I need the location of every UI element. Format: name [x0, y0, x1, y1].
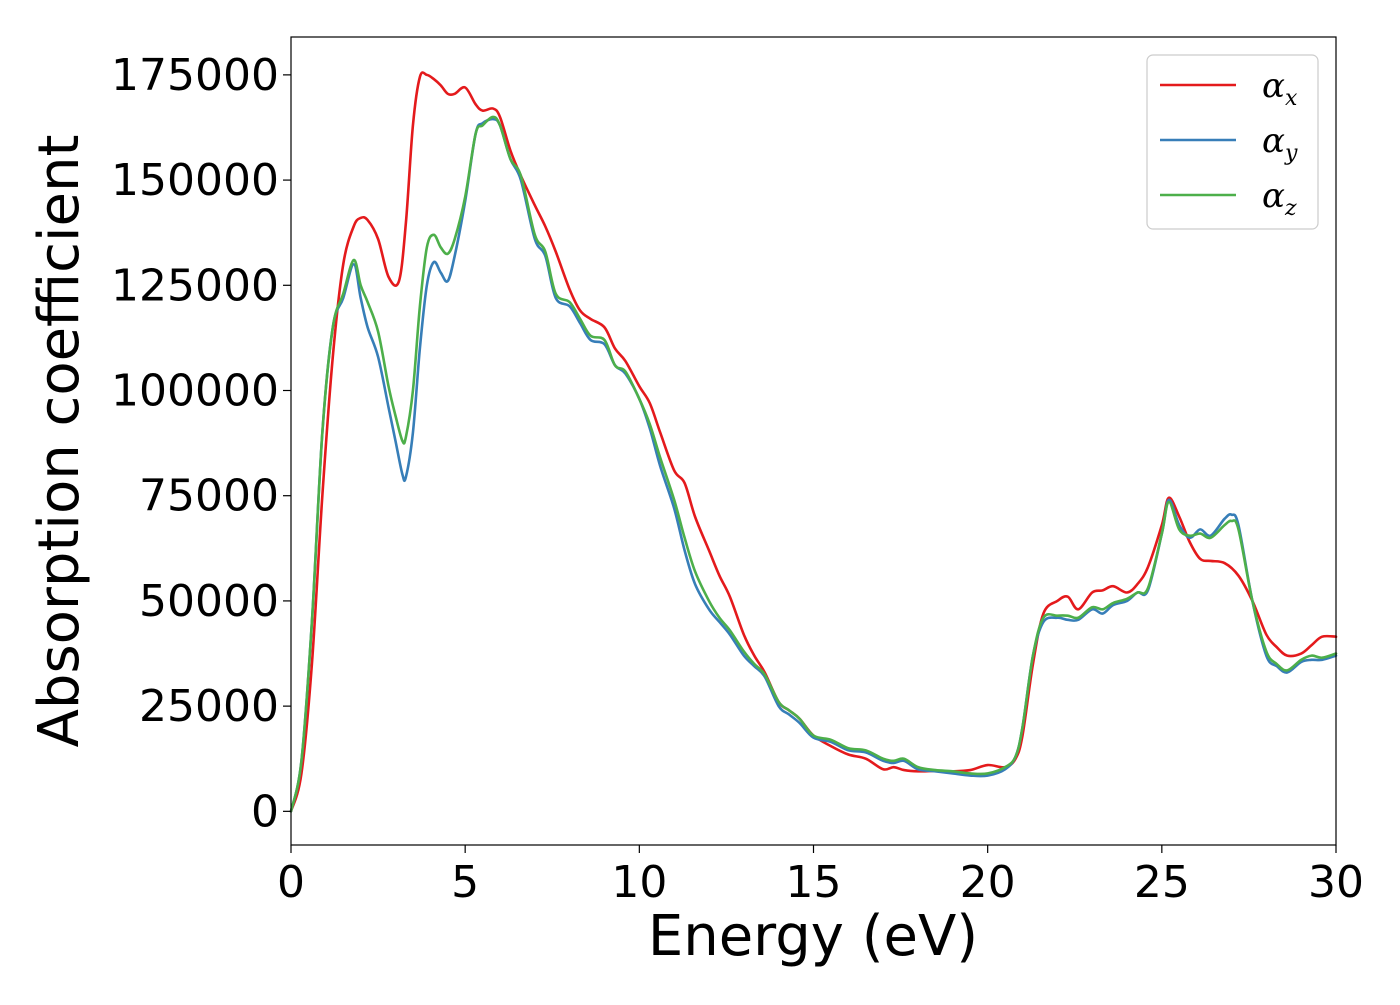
y-tick-label: 50000 [139, 576, 279, 627]
x-tick-label: 15 [786, 857, 842, 908]
legend: αx αy αz [1146, 54, 1319, 230]
x-axis-ticks: 0 5 10 15 20 25 30 [277, 845, 1364, 908]
series-layer [289, 71, 1338, 813]
y-tick-label: 25000 [139, 681, 279, 732]
x-tick-label: 0 [277, 857, 305, 908]
y-axis-title: Absorption coefficient [27, 135, 92, 748]
x-tick-label: 10 [611, 857, 667, 908]
y-tick-label: 150000 [111, 155, 279, 206]
y-tick-label: 0 [251, 786, 279, 837]
legend-box [1146, 54, 1319, 230]
y-tick-label: 100000 [111, 366, 279, 417]
x-tick-label: 20 [960, 857, 1016, 908]
x-axis-title: Energy (eV) [648, 904, 978, 969]
series-line-z [289, 115, 1338, 813]
y-tick-label: 175000 [111, 50, 279, 101]
y-tick-label: 75000 [139, 471, 279, 522]
y-axis-ticks: 0 25000 50000 75000 100000 125000 150000 175000 [111, 50, 291, 837]
x-tick-label: 30 [1308, 857, 1364, 908]
legend-label-z: αz [1262, 176, 1297, 221]
x-tick-label: 5 [451, 857, 479, 908]
legend-label-x: αx [1262, 66, 1298, 111]
x-tick-label: 25 [1134, 857, 1190, 908]
series-line-x [289, 71, 1338, 813]
legend-label-y: αy [1262, 121, 1298, 166]
y-tick-label: 125000 [111, 260, 279, 311]
